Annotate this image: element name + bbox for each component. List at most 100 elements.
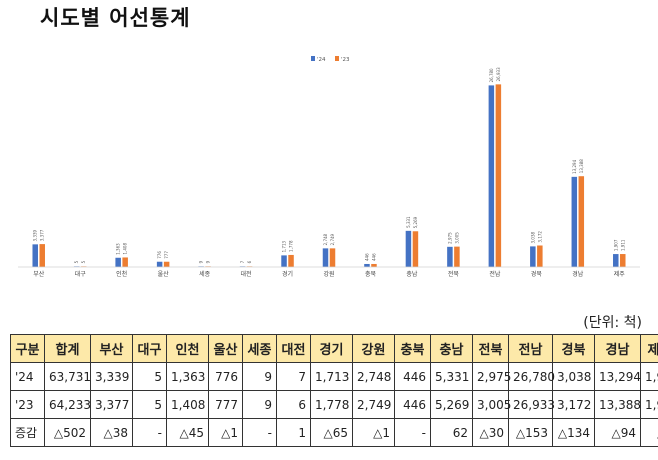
- tick-label-세종: 세종: [199, 270, 211, 278]
- table-header-cell: 전북: [472, 334, 509, 363]
- table-header-cell: 부산: [90, 334, 133, 363]
- table-row: '24 63,731 3,339 5 1,363 776 9 7 1,713 2,748 446 5,…: [10, 362, 658, 391]
- legend-swatch-0: [311, 56, 315, 61]
- bar-충북-1: [371, 263, 377, 267]
- table-cell: △134: [552, 418, 595, 447]
- table-cell: 26,780: [508, 362, 555, 391]
- bar-경남-0: [571, 176, 578, 267]
- data-label-충남-1: 5,269: [413, 216, 418, 228]
- table-header-cell: 세종: [242, 334, 277, 363]
- bar-부산-0: [32, 244, 38, 267]
- bar-울산-1: [163, 261, 170, 267]
- data-label-전북-1: 3,005: [454, 232, 459, 244]
- table-cell: 7: [276, 362, 311, 391]
- data-label-인천-1: 1,408: [123, 243, 128, 255]
- bar-전남-0: [488, 85, 495, 267]
- row-label-cell: '24: [10, 362, 45, 391]
- bar-강원-0: [322, 248, 329, 267]
- tick-label-대전: 대전: [241, 270, 252, 278]
- data-label-경남-0: 13,294: [572, 159, 577, 173]
- table-cell: △1: [208, 418, 243, 447]
- table-header-cell: 합계: [44, 334, 91, 363]
- table-cell: 2,749: [352, 390, 395, 419]
- table-cell: 1,713: [310, 362, 353, 391]
- tick-label-강원: 강원: [323, 270, 334, 278]
- table-cell: 6: [276, 390, 311, 419]
- chart-bars: [32, 84, 626, 267]
- table-cell: 2,975: [472, 362, 511, 391]
- tick-label-충남: 충남: [406, 270, 418, 278]
- data-label-충북-1: 446: [371, 253, 376, 261]
- bar-제주-0: [613, 254, 619, 267]
- data-label-강원-0: 2,748: [323, 233, 328, 245]
- tick-label-인천: 인천: [116, 270, 127, 278]
- table-cell: △153: [508, 418, 553, 447]
- table-cell: △65: [310, 418, 353, 447]
- data-label-인천-0: 1,363: [116, 243, 121, 255]
- table-cell: 9: [242, 390, 277, 419]
- table-cell: 62: [430, 418, 473, 447]
- chart-legend: '24 '23: [311, 56, 350, 63]
- data-label-세종-0: 9: [199, 260, 204, 263]
- tick-label-부산: 부산: [33, 270, 45, 278]
- data-label-충북-0: 446: [364, 253, 369, 261]
- table-header-cell: 인천: [166, 334, 209, 363]
- bar-경북-0: [530, 246, 536, 267]
- table-cell: 1: [276, 418, 311, 447]
- bar-충북-0: [364, 263, 370, 267]
- table-body: '24 63,731 3,339 5 1,363 776 9 7 1,713 2,748 446 5,…: [10, 362, 658, 447]
- table-cell: 13,388: [594, 390, 641, 419]
- table-header-cell: 경북: [552, 334, 595, 363]
- data-label-경남-1: 13,388: [579, 159, 584, 173]
- tick-label-경남: 경남: [572, 270, 584, 278]
- table-header-cell: 강원: [352, 334, 395, 363]
- table-header-cell: 충남: [430, 334, 473, 363]
- table-cell: 1,408: [166, 390, 209, 419]
- table-header-cell: 구분: [10, 334, 45, 363]
- table-cell: -: [394, 418, 431, 447]
- table-cell: △45: [166, 418, 209, 447]
- data-label-경북-0: 3,038: [530, 231, 535, 243]
- data-label-울산-0: 776: [157, 251, 162, 259]
- tick-label-제주: 제주: [614, 270, 626, 278]
- data-label-부산-0: 3,339: [33, 229, 38, 241]
- bar-전남-1: [495, 84, 502, 267]
- table-row: 증감△502△38-△45△1-1△65△1-62△30△153△134△94△…: [10, 418, 658, 447]
- bar-경남-1: [578, 176, 585, 267]
- legend-label-1: '23: [341, 57, 350, 63]
- tick-label-전남: 전남: [489, 270, 501, 278]
- legend-swatch-1: [335, 56, 339, 61]
- table-cell: △30: [472, 418, 509, 447]
- table-header-cell: 울산: [208, 334, 243, 363]
- table-header-cell: 경기: [310, 334, 353, 363]
- table-cell: 3,005: [472, 390, 511, 419]
- bar-충남-0: [405, 230, 412, 267]
- unit-label: (단위: 척): [583, 315, 642, 331]
- data-label-대구-1: 5: [81, 260, 86, 263]
- row-label-cell: '23: [10, 390, 45, 419]
- table-header-cell: 충북: [394, 334, 431, 363]
- table-cell: 5: [132, 390, 167, 419]
- table-cell: 1,778: [310, 390, 353, 419]
- data-label-경기-0: 1,713: [282, 240, 287, 252]
- data-label-경기-1: 1,778: [289, 240, 294, 252]
- table-cell: 446: [394, 362, 431, 391]
- data-label-경북-1: 3,172: [537, 231, 542, 243]
- table-header-cell: 제주: [640, 334, 658, 363]
- table-cell: -: [132, 418, 167, 447]
- table-cell: 13,294: [594, 362, 641, 391]
- table-cell: △502: [44, 418, 91, 447]
- bar-제주-1: [620, 254, 626, 267]
- table-cell: 1,911: [640, 390, 658, 419]
- data-label-대전-1: 6: [247, 260, 252, 263]
- data-label-전남-1: 26,933: [496, 67, 501, 81]
- data-label-전북-0: 2,975: [447, 232, 452, 244]
- chart-data-labels: 3,339 3,377 5 5 1,363 1,408 776 777 9 9 7 6 1,713 1,7…: [33, 67, 626, 263]
- table-header-cell: 대전: [276, 334, 311, 363]
- bar-경북-1: [537, 245, 543, 267]
- table-header-cell: 경남: [594, 334, 641, 363]
- row-label-cell: 증감: [10, 418, 45, 447]
- data-label-부산-1: 3,377: [40, 229, 45, 241]
- table-cell: △1: [352, 418, 395, 447]
- table-cell: 446: [394, 390, 431, 419]
